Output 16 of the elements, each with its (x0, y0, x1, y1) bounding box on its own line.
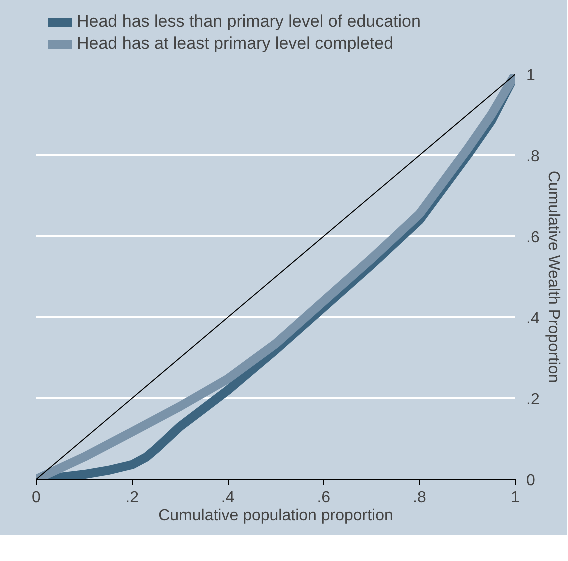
x-tick-label: .8 (413, 490, 426, 506)
x-tick-label: .4 (221, 490, 235, 506)
x-tick-label: 0 (32, 490, 42, 506)
y-tick-label: .6 (526, 230, 540, 246)
y-tick-label: 1 (526, 68, 536, 84)
x-tick-label: .6 (317, 490, 331, 506)
y-tick-label: .4 (526, 310, 540, 328)
y-tick-label: 0 (526, 472, 536, 490)
legend-label: Head has less than primary level of education (77, 12, 421, 32)
y-tick-label: .8 (526, 148, 540, 166)
legend-label: Head has at least primary level completed (77, 34, 394, 54)
x-tick-label: 1 (511, 490, 520, 506)
x-axis-title: Cumulative population proportion (158, 508, 394, 524)
y-axis-title: Cumulative Wealth Proportion (544, 170, 562, 384)
x-tick-label: .2 (126, 490, 140, 506)
y-tick-label: .2 (526, 392, 540, 408)
